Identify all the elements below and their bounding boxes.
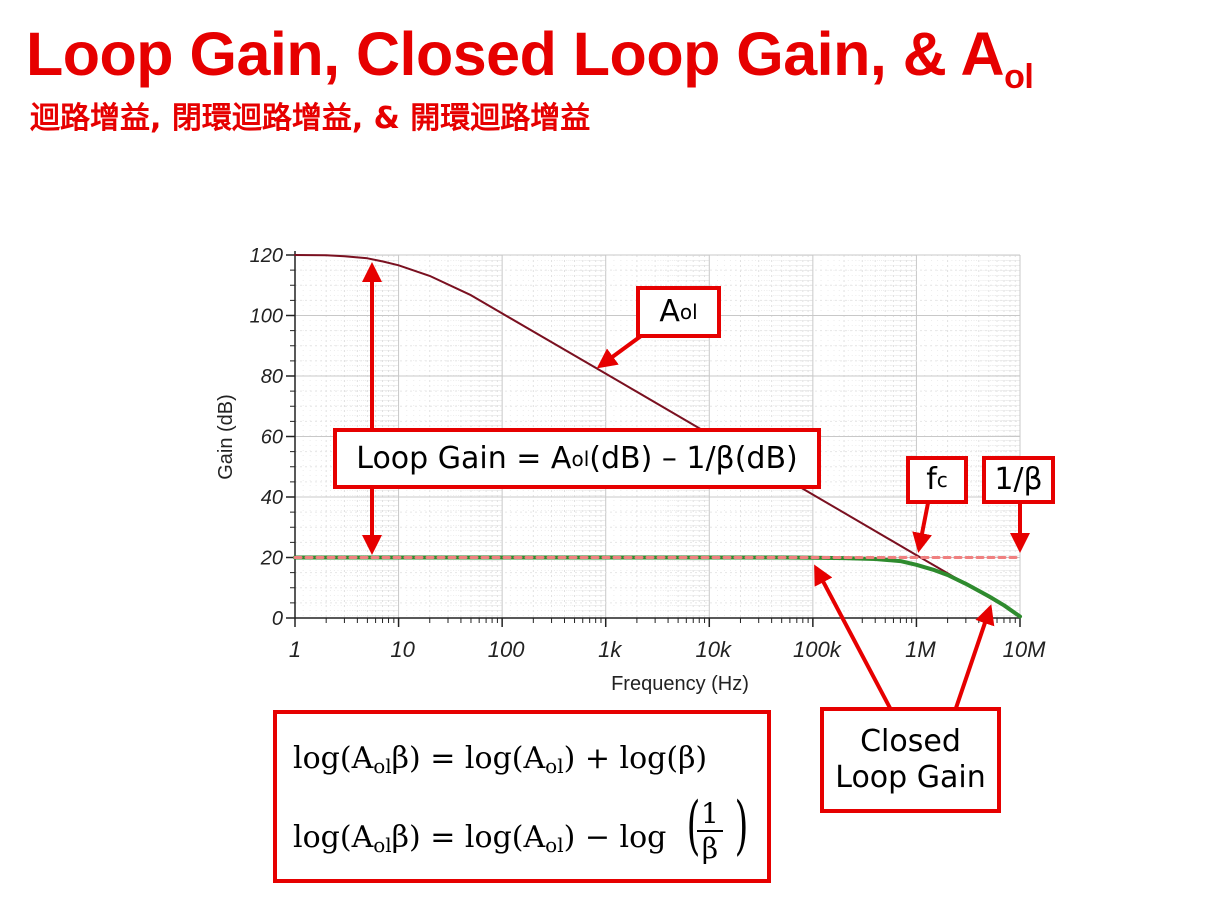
y-tick-label: 60 — [261, 427, 283, 449]
x-tick-label: 100k — [793, 637, 842, 662]
eq2-sub-1: ol — [373, 833, 392, 857]
equation-2: log(Aolβ) = log(Aol) − log — [293, 820, 667, 856]
eq1-part-e: ) + log(β) — [563, 741, 708, 776]
aol-callout-main: A — [659, 294, 680, 329]
annotation-arrows — [362, 262, 1030, 709]
eq2-part-a: log(A — [293, 820, 374, 855]
eq2-fraction-denominator: β — [701, 832, 718, 865]
closed-loop-line2: Loop Gain — [835, 760, 986, 795]
x-tick-label: 1 — [289, 637, 301, 662]
series-group — [293, 254, 1022, 619]
beta-callout-text: 1/β — [994, 462, 1043, 497]
x-axis-label: Frequency (Hz) — [611, 673, 749, 695]
fc-arrow — [912, 502, 932, 553]
x-tick-label: 1M — [905, 637, 936, 662]
equation-box: log(Aolβ) = log(Aol) + log(β) log(Aolβ) … — [273, 710, 771, 883]
eq2-sub-2: ol — [545, 833, 564, 857]
eq2-fraction: 1 β — [697, 800, 723, 863]
eq2-left-paren: ( — [686, 789, 701, 863]
x-tick-label: 10M — [1003, 637, 1046, 662]
eq2-part-c: β) = log(A — [391, 820, 546, 855]
closed-loop-gain-curve — [293, 555, 1022, 619]
y-tick-label: 100 — [250, 306, 283, 328]
x-tick-label: 10k — [696, 637, 732, 662]
title-subscript: ol — [1004, 58, 1034, 97]
page-title: Loop Gain, Closed Loop Gain, & Aol — [26, 14, 1034, 117]
y-tick-label: 80 — [261, 366, 283, 388]
y-tick-label: 120 — [250, 245, 283, 267]
eq1-sub-2: ol — [545, 754, 564, 778]
y-tick-label: 20 — [260, 548, 283, 570]
y-tick-label: 0 — [272, 608, 283, 630]
beta-callout: 1/β — [982, 456, 1055, 504]
y-axis-label: Gain (dB) — [215, 394, 237, 480]
eq1-part-a: log(A — [293, 741, 374, 776]
eq2-right-paren: ) — [734, 789, 749, 863]
y-tick-label: 40 — [261, 487, 283, 509]
closed-loop-callout: Closed Loop Gain — [820, 707, 1001, 813]
title-main: Loop Gain, Closed Loop Gain, & A — [26, 20, 1005, 88]
x-tick-label: 100 — [488, 637, 525, 662]
eq1-sub-1: ol — [373, 754, 392, 778]
loop-gain-prefix: Loop Gain = A — [356, 440, 572, 476]
aol-curve — [294, 254, 1021, 617]
closed-loop-line1: Closed — [860, 724, 961, 759]
page-subtitle: 迴路增益, 閉環迴路增益, & 開環迴路增益 — [30, 101, 591, 136]
equation-1: log(Aolβ) = log(Aol) + log(β) — [293, 741, 708, 777]
closed-loop-arrow-2 — [954, 604, 995, 709]
loop-gain-suffix: (dB) – 1/β(dB) — [589, 440, 798, 476]
x-tick-label: 1k — [598, 637, 622, 662]
eq2-fraction-numerator: 1 — [697, 800, 723, 832]
x-tick-label: 10 — [390, 637, 415, 662]
aol-arrow — [596, 334, 643, 369]
closed-loop-arrow-1 — [814, 564, 892, 709]
fc-callout-main: f — [926, 462, 937, 497]
eq1-part-c: β) = log(A — [391, 741, 546, 776]
eq2-part-e: ) − log — [563, 820, 667, 855]
